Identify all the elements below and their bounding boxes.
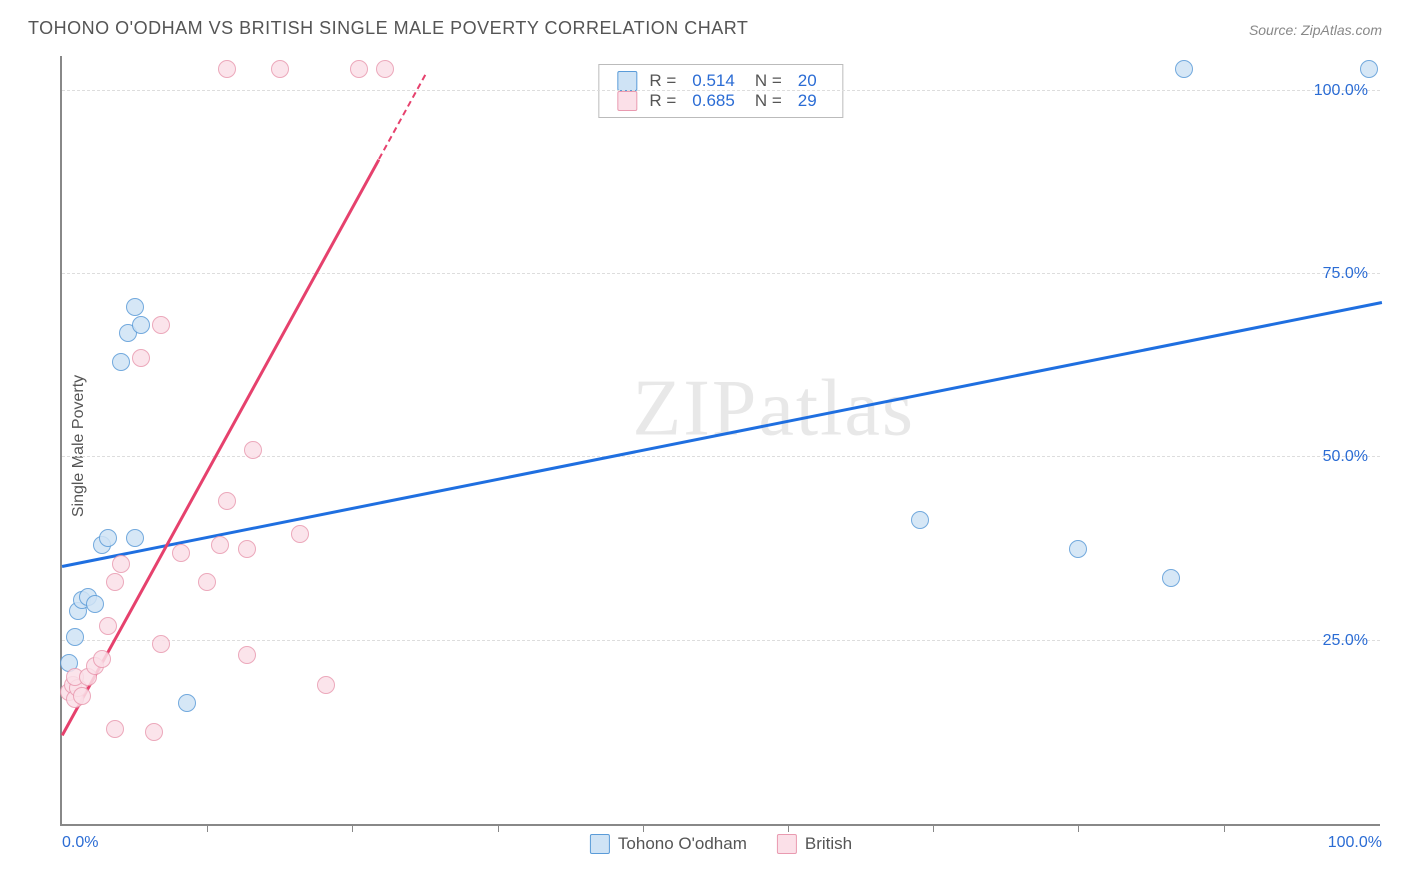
series-swatch-icon [617, 71, 637, 91]
data-point [172, 544, 190, 562]
x-tick [207, 824, 208, 832]
data-point [112, 555, 130, 573]
data-point [86, 595, 104, 613]
y-tick-label: 75.0% [1323, 265, 1368, 283]
series-swatch-icon [617, 91, 637, 111]
data-point [145, 723, 163, 741]
stats-row: R = 0.514 N = 20 [617, 71, 824, 91]
data-point [126, 298, 144, 316]
x-tick [1078, 824, 1079, 832]
data-point [211, 536, 229, 554]
data-point [1360, 60, 1378, 78]
series-legend: Tohono O'odham British [590, 834, 852, 854]
x-tick [1224, 824, 1225, 832]
data-point [99, 617, 117, 635]
x-tick [643, 824, 644, 832]
legend-item: British [777, 834, 852, 854]
data-point [376, 60, 394, 78]
x-tick [788, 824, 789, 832]
data-point [271, 60, 289, 78]
data-point [106, 573, 124, 591]
data-point [244, 441, 262, 459]
data-point [66, 628, 84, 646]
x-tick [352, 824, 353, 832]
gridline [62, 640, 1380, 641]
data-point [218, 492, 236, 510]
gridline [62, 456, 1380, 457]
data-point [911, 511, 929, 529]
watermark: ZIPatlas [632, 364, 915, 455]
data-point [198, 573, 216, 591]
trend-line [62, 301, 1382, 567]
chart-title: TOHONO O'ODHAM VS BRITISH SINGLE MALE PO… [28, 18, 748, 39]
data-point [1175, 60, 1193, 78]
data-point [350, 60, 368, 78]
y-tick-label: 25.0% [1323, 632, 1368, 650]
source-label: Source: ZipAtlas.com [1249, 22, 1382, 38]
gridline [62, 90, 1380, 91]
x-tick-label: 100.0% [1328, 834, 1382, 852]
data-point [238, 540, 256, 558]
data-point [178, 694, 196, 712]
data-point [73, 687, 91, 705]
stats-row: R = 0.685 N = 29 [617, 91, 824, 111]
y-tick-label: 100.0% [1314, 82, 1368, 100]
trend-line [378, 75, 426, 160]
y-tick-label: 50.0% [1323, 448, 1368, 466]
legend-item: Tohono O'odham [590, 834, 747, 854]
data-point [99, 529, 117, 547]
x-tick [498, 824, 499, 832]
data-point [1162, 569, 1180, 587]
scatter-plot: ZIPatlas R = 0.514 N = 20 R = 0.685 N = … [60, 56, 1380, 826]
data-point [112, 353, 130, 371]
x-tick-label: 0.0% [62, 834, 98, 852]
data-point [106, 720, 124, 738]
data-point [126, 529, 144, 547]
series-swatch-icon [590, 834, 610, 854]
data-point [132, 316, 150, 334]
data-point [132, 349, 150, 367]
data-point [218, 60, 236, 78]
data-point [152, 316, 170, 334]
correlation-stats-box: R = 0.514 N = 20 R = 0.685 N = 29 [598, 64, 843, 118]
data-point [291, 525, 309, 543]
data-point [1069, 540, 1087, 558]
data-point [93, 650, 111, 668]
data-point [317, 676, 335, 694]
x-tick [933, 824, 934, 832]
trend-line [61, 158, 380, 735]
data-point [152, 635, 170, 653]
gridline [62, 273, 1380, 274]
series-swatch-icon [777, 834, 797, 854]
data-point [238, 646, 256, 664]
